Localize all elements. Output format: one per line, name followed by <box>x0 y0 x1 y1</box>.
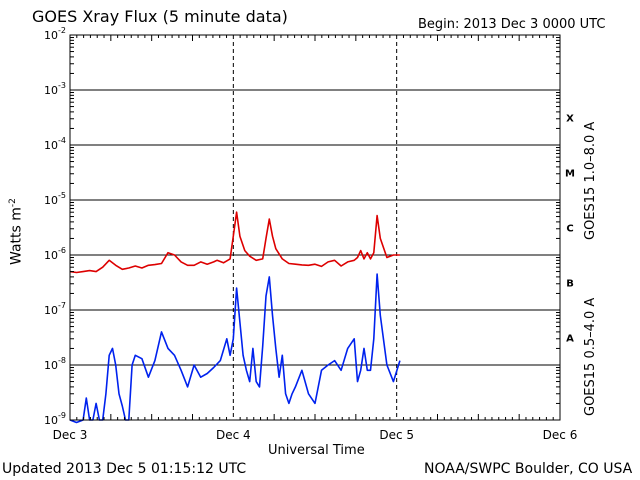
series-layer <box>69 211 401 424</box>
begin-date: Begin: 2013 Dec 3 0000 UTC <box>418 17 606 32</box>
long-channel-series <box>69 211 400 274</box>
flare-class-label: X <box>566 114 574 125</box>
flare-class-label: M <box>565 169 575 180</box>
y-tick-label: 10-6 <box>44 246 66 262</box>
flare-class-label: B <box>566 279 574 290</box>
y-tick-label: 10-2 <box>44 26 66 42</box>
updated-timestamp: Updated 2013 Dec 5 01:15:12 UTC <box>2 461 247 477</box>
x-tick-label: Dec 5 <box>379 428 414 442</box>
chart-title: GOES Xray Flux (5 minute data) <box>32 7 288 26</box>
y-tick-label: 10-8 <box>44 356 66 372</box>
credit-line: NOAA/SWPC Boulder, CO USA <box>424 461 633 477</box>
y-tick-label: 10-5 <box>44 191 66 207</box>
flare-class-label: A <box>566 334 574 345</box>
y-tick-label: 10-4 <box>44 136 66 152</box>
short-channel-series <box>69 273 401 424</box>
x-axis-label: Universal Time <box>268 443 365 458</box>
x-tick-label: Dec 6 <box>543 428 578 442</box>
y-tick-label: 10-7 <box>44 301 66 317</box>
x-tick-label: Dec 4 <box>216 428 251 442</box>
y-tick-label: 10-9 <box>44 411 66 427</box>
tick-layer <box>70 35 560 420</box>
label-layer: 10-9 10-8 10-7 10-6 10-5 10-4 10-3 10-2 Dec 3 Dec… <box>44 26 577 442</box>
flare-class-label: C <box>566 224 573 235</box>
x-tick-label: Dec 3 <box>53 428 88 442</box>
y-tick-label: 10-3 <box>44 81 66 97</box>
